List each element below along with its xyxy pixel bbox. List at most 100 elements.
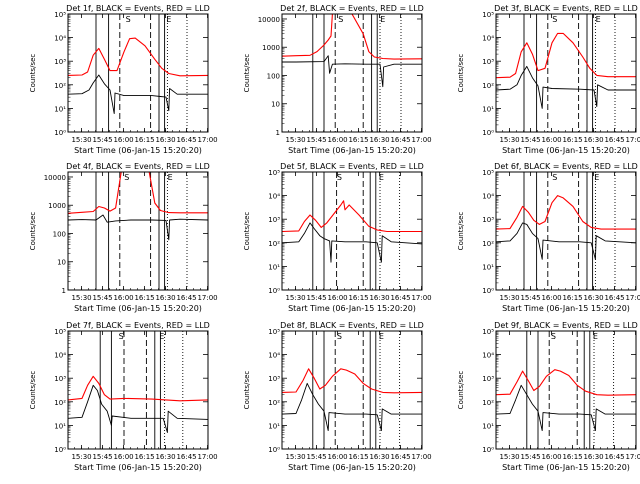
x-tick-label: 16:00 [327, 453, 347, 461]
x-tick-label: 17:00 [197, 136, 217, 144]
plot-frame [495, 13, 637, 133]
y-tick-label: 10³ [54, 58, 66, 66]
marker-label: E [593, 332, 598, 341]
series-group [282, 200, 422, 263]
panel-title: Det 6f, BLACK = Events, RED = LLD [494, 162, 638, 171]
x-tick-label: 16:15 [134, 453, 154, 461]
y-tick-label: 10⁰ [54, 129, 66, 137]
series-line-events [496, 222, 636, 260]
y-tick-label: 10¹ [268, 422, 280, 430]
y-tick-label: 1000 [48, 202, 66, 210]
panel-4: Det 4f, BLACK = Events, RED = LLD Counts/… [29, 162, 218, 313]
x-axis-label: Start Time (06-Jan-15 15:20:20) [288, 463, 416, 472]
x-tick-label: 15:45 [92, 294, 112, 302]
series-line-lld [68, 172, 208, 214]
marker-label: E [379, 332, 384, 341]
y-tick-label: 10³ [268, 375, 280, 383]
x-tick-label: 15:45 [520, 136, 540, 144]
x-tick-label: 16:00 [541, 294, 561, 302]
x-tick-label: 16:30 [155, 136, 175, 144]
series-line-lld [496, 195, 636, 230]
x-tick-label: 16:45 [390, 453, 410, 461]
y-tick-label: 10² [482, 240, 494, 248]
y-tick-label: 100 [53, 230, 66, 238]
series-line-lld [282, 368, 422, 394]
y-tick-label: 1000 [262, 44, 280, 52]
y-tick-label: 10⁰ [482, 287, 494, 295]
y-tick-label: 10³ [482, 375, 494, 383]
event-markers [312, 331, 401, 449]
x-tick-label: 15:30 [71, 294, 91, 302]
y-tick-label: 1 [62, 287, 66, 295]
plot-frame [67, 330, 209, 450]
x-tick-label: 16:15 [134, 136, 154, 144]
marker-label: S [337, 332, 342, 341]
x-tick-label: 16:00 [327, 294, 347, 302]
y-tick-label: 10⁴ [54, 352, 66, 360]
marker-label: E [166, 15, 171, 24]
x-tick-label: 16:45 [176, 294, 196, 302]
plot-frame [281, 330, 423, 450]
x-tick-label: 16:00 [327, 136, 347, 144]
y-tick-label: 10000 [44, 174, 66, 182]
plot-frame [495, 171, 637, 291]
plot-frame [67, 13, 209, 133]
x-tick-label: 16:30 [583, 453, 603, 461]
x-tick-label: 17:00 [411, 453, 431, 461]
series-line-events [282, 382, 422, 432]
x-axis-label: Start Time (06-Jan-15 15:20:20) [74, 463, 202, 472]
x-tick-label: 16:45 [176, 136, 196, 144]
panel-8: Det 8f, BLACK = Events, RED = LLD Counts/… [243, 321, 432, 472]
series-line-events [496, 384, 636, 432]
series-group [282, 14, 422, 88]
y-axis-label: Counts/sec [243, 212, 251, 251]
y-tick-label: 10⁴ [482, 193, 494, 201]
y-tick-label: 10000 [258, 16, 280, 24]
y-tick-label: 10 [271, 101, 280, 109]
x-tick-label: 16:45 [390, 136, 410, 144]
y-tick-label: 10² [54, 399, 66, 407]
y-tick-label: 10⁰ [482, 446, 494, 454]
y-axis-label: Counts/sec [457, 371, 465, 410]
y-axis-label: Counts/sec [29, 212, 37, 251]
event-markers [312, 14, 402, 132]
plot-frame [281, 13, 423, 133]
panel-title: Det 9f, BLACK = Events, RED = LLD [494, 321, 638, 330]
series-line-lld [496, 32, 636, 79]
x-tick-label: 16:00 [113, 136, 133, 144]
y-tick-label: 10⁴ [482, 35, 494, 43]
y-tick-label: 10¹ [54, 105, 66, 113]
y-axis-label: Counts/sec [29, 371, 37, 410]
x-tick-label: 16:15 [348, 294, 368, 302]
x-tick-label: 16:30 [369, 294, 389, 302]
y-tick-label: 10⁵ [482, 328, 494, 336]
y-axis-label: Counts/sec [243, 54, 251, 93]
x-tick-label: 16:30 [583, 294, 603, 302]
series-group [68, 172, 208, 241]
y-tick-label: 10³ [268, 216, 280, 224]
panel-title: Det 5f, BLACK = Events, RED = LLD [280, 162, 424, 171]
event-markers [523, 14, 616, 132]
marker-label: E [594, 173, 599, 182]
x-tick-label: 15:45 [306, 453, 326, 461]
marker-label: S [552, 15, 557, 24]
x-tick-label: 17:00 [197, 453, 217, 461]
x-tick-label: 15:30 [285, 294, 305, 302]
panel-title: Det 3f, BLACK = Events, RED = LLD [494, 4, 638, 13]
x-tick-label: 16:45 [604, 453, 624, 461]
series-line-lld [68, 37, 208, 77]
y-tick-label: 10¹ [54, 422, 66, 430]
x-tick-label: 16:30 [155, 453, 175, 461]
y-tick-label: 10⁴ [482, 352, 494, 360]
series-line-events [496, 65, 636, 109]
x-axis-label: Start Time (06-Jan-15 15:20:20) [288, 146, 416, 155]
y-tick-label: 10² [268, 399, 280, 407]
x-tick-label: 17:00 [625, 136, 640, 144]
x-tick-label: 16:45 [604, 294, 624, 302]
y-tick-label: 10⁵ [482, 169, 494, 177]
x-tick-label: 15:45 [520, 294, 540, 302]
x-tick-label: 15:30 [499, 294, 519, 302]
panel-title: Det 4f, BLACK = Events, RED = LLD [66, 162, 210, 171]
x-tick-label: 15:45 [306, 136, 326, 144]
y-tick-label: 10² [482, 82, 494, 90]
